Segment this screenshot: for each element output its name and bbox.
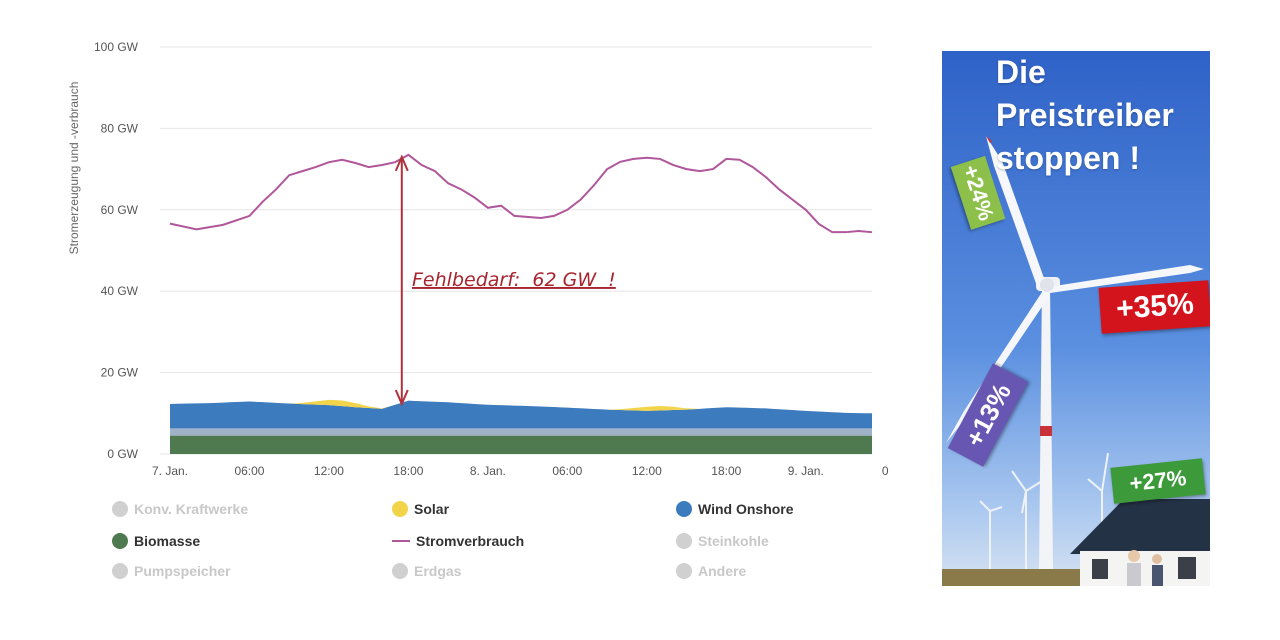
ad-title-line: Preistreiber [996,97,1174,133]
legend-marker [112,533,128,549]
wind-turbine-ad: Die Preistreiber stoppen ! +24% +35% +13… [942,51,1210,586]
legend-item[interactable]: Pumpspeicher [112,563,230,579]
x-tick-label: 18:00 [711,464,741,478]
legend-label: Pumpspeicher [134,563,231,579]
legend-item[interactable]: Wind Onshore [676,501,794,517]
x-tick-label: 0 [882,464,889,478]
x-tick-label: 06:00 [552,464,582,478]
legend-label: Solar [414,501,450,517]
ad-title-line: stoppen ! [996,140,1140,176]
price-tag: +35% [1098,280,1210,334]
y-tick-label: 100 GW [94,40,139,54]
chart-areas [170,399,872,454]
legend-marker [392,540,410,542]
legend-item[interactable]: Biomasse [112,533,200,549]
house [1070,499,1210,586]
x-tick-label: 06:00 [234,464,264,478]
legend-label: Konv. Kraftwerke [134,501,249,517]
ad-title-line: Die [996,54,1046,90]
legend-label: Andere [698,563,747,579]
legend-marker [392,563,408,579]
area-series [170,428,872,436]
area-series [170,399,872,414]
chart-ticks: 0 GW 20 GW 40 GW 60 GW 80 GW 100 GW 7. Jan. 06:… [94,40,889,478]
legend-label: Wind Onshore [698,501,794,517]
legend-item[interactable]: Erdgas [392,563,461,579]
legend-label: Biomasse [134,533,201,549]
x-tick-label: 18:00 [393,464,423,478]
legend-label: Erdgas [414,563,462,579]
legend-label: Steinkohle [698,533,769,549]
legend-marker [112,563,128,579]
deficit-annotation: Fehlbedarf: 62 GW ! [394,154,616,407]
legend-item[interactable]: Andere [676,563,746,579]
legend-marker [112,501,128,517]
chart-lines [169,153,873,234]
deficit-label: Fehlbedarf: 62 GW ! [412,269,616,291]
x-tick-label: 12:00 [314,464,344,478]
deficit-arrowhead-top [394,154,409,172]
y-tick-label: 20 GW [101,366,139,380]
consumption-line [169,153,873,234]
y-axis-label: Stromerzeugung und -verbrauch [67,82,81,255]
legend-item[interactable]: Stromverbrauch [392,533,524,549]
legend-label: Stromverbrauch [416,533,525,549]
y-tick-label: 80 GW [101,121,139,135]
energy-chart: 0 GW 20 GW 40 GW 60 GW 80 GW 100 GW 7. Jan. 06:… [67,40,889,478]
y-tick-label: 60 GW [101,203,139,217]
x-tick-label: 7. Jan. [152,464,188,478]
legend-marker [676,501,692,517]
area-series [170,400,872,429]
legend-marker [676,533,692,549]
deficit-arrowhead-bottom [394,389,409,407]
legend-item[interactable]: Solar [392,501,449,517]
legend-item[interactable]: Steinkohle [676,533,769,549]
x-tick-label: 9. Jan. [788,464,824,478]
legend-marker [392,501,408,517]
ad-title: Die Preistreiber stoppen ! [996,51,1174,180]
chart-grid [160,46,872,455]
legend-item[interactable]: Konv. Kraftwerke [112,501,248,517]
area-series [170,435,872,454]
legend-marker [676,563,692,579]
x-tick-label: 8. Jan. [470,464,506,478]
x-tick-label: 12:00 [632,464,662,478]
y-tick-label: 40 GW [101,284,139,298]
y-tick-label: 0 GW [107,447,138,461]
